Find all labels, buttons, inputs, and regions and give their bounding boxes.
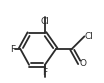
Text: Cl: Cl — [84, 32, 93, 41]
Text: Cl: Cl — [40, 17, 49, 26]
Text: O: O — [80, 59, 87, 68]
Text: F: F — [42, 68, 47, 77]
Text: F: F — [10, 44, 15, 54]
